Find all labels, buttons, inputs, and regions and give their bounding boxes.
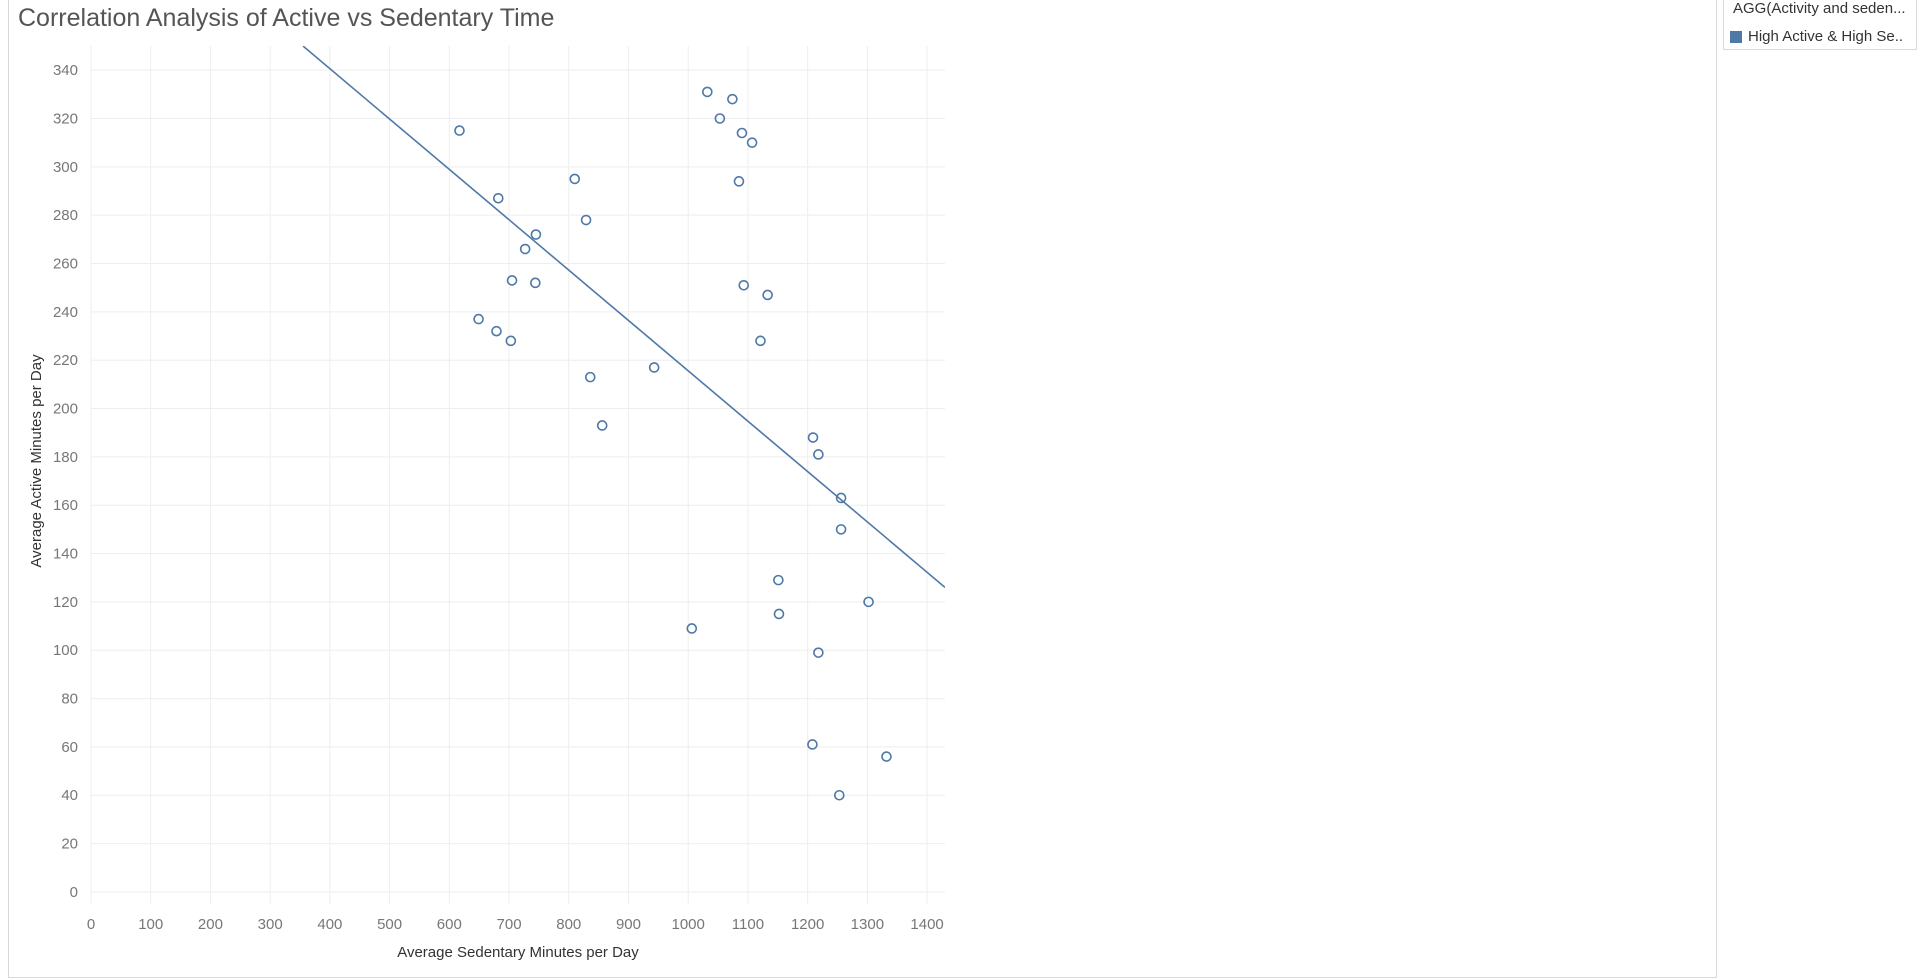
- y-tick-label: 120: [53, 594, 78, 611]
- data-point[interactable]: [580, 214, 592, 226]
- y-tick-label: 320: [53, 111, 78, 128]
- data-point[interactable]: [530, 229, 542, 240]
- y-axis-ticks: 0 20 40 60 80 100 120 140 160 180 200 220 240 260 280 3…: [53, 62, 78, 901]
- legend-swatch: [1730, 30, 1742, 43]
- y-tick-label: 300: [53, 159, 78, 176]
- y-axis-title: Average Active Minutes per Day: [28, 354, 45, 568]
- data-point[interactable]: [519, 243, 531, 255]
- y-tick-label: 160: [53, 497, 78, 514]
- data-point[interactable]: [491, 325, 502, 337]
- scatter-plot: 0 100 200 300 400 500 600 700 800 900 1000 1100 1200…: [28, 46, 945, 961]
- data-point[interactable]: [505, 335, 517, 347]
- data-point[interactable]: [773, 574, 784, 586]
- x-tick-label: 400: [317, 916, 342, 933]
- y-tick-label: 0: [70, 884, 78, 901]
- data-point[interactable]: [736, 127, 748, 139]
- y-tick-label: 220: [53, 352, 78, 369]
- x-tick-label: 1000: [672, 916, 705, 933]
- data-point[interactable]: [569, 173, 581, 185]
- data-point[interactable]: [863, 596, 874, 608]
- data-point[interactable]: [755, 335, 766, 347]
- data-point[interactable]: [473, 313, 484, 325]
- data-point[interactable]: [738, 279, 750, 291]
- x-tick-label: 700: [497, 916, 522, 933]
- x-axis-ticks: 0 100 200 300 400 500 600 700 800 900 1000 1100 1200…: [87, 916, 944, 933]
- data-point[interactable]: [835, 492, 847, 504]
- x-tick-label: 800: [556, 916, 581, 933]
- x-axis-title: Average Sedentary Minutes per Day: [397, 944, 639, 961]
- y-tick-label: 280: [53, 207, 78, 224]
- data-point[interactable]: [506, 275, 518, 286]
- data-point[interactable]: [813, 647, 824, 658]
- data-point[interactable]: [530, 277, 541, 289]
- x-tick-label: 600: [437, 916, 462, 933]
- data-point[interactable]: [686, 623, 698, 634]
- x-tick-label: 1400: [910, 916, 943, 933]
- data-point[interactable]: [762, 289, 773, 301]
- data-point[interactable]: [648, 362, 660, 373]
- data-point[interactable]: [702, 86, 713, 98]
- data-point[interactable]: [813, 449, 824, 460]
- x-tick-label: 500: [377, 916, 402, 933]
- data-point[interactable]: [773, 608, 785, 620]
- x-tick-label: 1300: [851, 916, 884, 933]
- y-tick-label: 260: [53, 256, 78, 273]
- legend-title[interactable]: AGG(Activity and seden...: [1733, 0, 1906, 17]
- y-tick-label: 180: [53, 449, 78, 466]
- legend[interactable]: AGG(Activity and seden... High Active & …: [1723, 0, 1917, 50]
- x-tick-label: 300: [258, 916, 283, 933]
- data-point[interactable]: [733, 176, 745, 187]
- trend-line: [302, 46, 945, 588]
- data-point[interactable]: [833, 789, 845, 801]
- legend-entry[interactable]: High Active & High Se..: [1730, 28, 1908, 46]
- data-point[interactable]: [746, 137, 758, 148]
- trend-line-group: [302, 46, 945, 588]
- y-tick-label: 40: [61, 787, 78, 804]
- y-tick-label: 100: [53, 642, 78, 659]
- y-tick-label: 20: [61, 836, 78, 853]
- x-tick-label: 0: [87, 916, 95, 933]
- data-point[interactable]: [492, 192, 504, 204]
- x-tick-label: 900: [616, 916, 641, 933]
- data-point[interactable]: [596, 420, 608, 431]
- data-point[interactable]: [881, 751, 892, 762]
- chart-frame: [8, 0, 1717, 978]
- grid-lines: [90, 46, 945, 904]
- y-tick-label: 60: [61, 739, 78, 756]
- x-tick-label: 1100: [732, 916, 764, 933]
- data-point[interactable]: [584, 371, 596, 383]
- data-point[interactable]: [807, 739, 818, 750]
- chart-title: Correlation Analysis of Active vs Sedent…: [18, 4, 555, 32]
- x-tick-label: 100: [138, 916, 163, 933]
- x-tick-label: 1200: [791, 916, 824, 933]
- y-tick-label: 200: [53, 401, 78, 418]
- data-points: [454, 86, 892, 801]
- data-point[interactable]: [454, 125, 465, 136]
- data-point[interactable]: [835, 524, 847, 535]
- data-point[interactable]: [807, 432, 819, 443]
- y-tick-label: 240: [53, 304, 78, 321]
- y-tick-label: 140: [53, 546, 78, 563]
- y-tick-label: 80: [61, 691, 78, 708]
- x-tick-label: 200: [198, 916, 223, 933]
- data-point[interactable]: [727, 93, 738, 105]
- y-tick-label: 340: [53, 62, 78, 79]
- legend-entry-label: High Active & High Se..: [1748, 28, 1904, 46]
- data-point[interactable]: [714, 113, 726, 124]
